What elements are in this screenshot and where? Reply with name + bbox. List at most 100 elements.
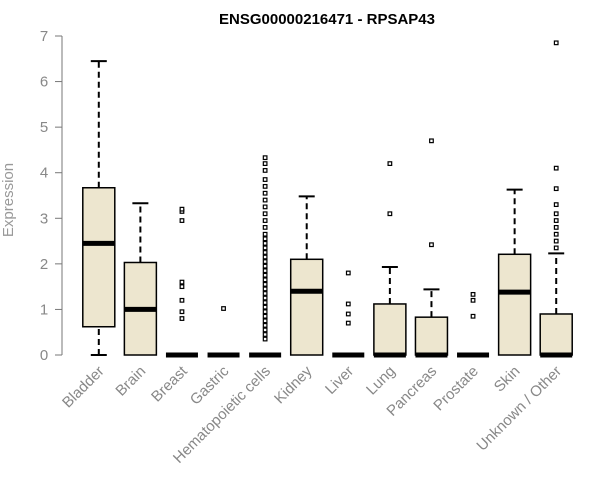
outlier-point <box>262 281 268 287</box>
outlier-point <box>262 155 268 161</box>
outlier-point <box>553 40 559 46</box>
box-iqr <box>373 303 407 356</box>
outlier-point <box>262 295 268 301</box>
outlier-point <box>553 165 559 171</box>
outlier-point <box>262 231 268 237</box>
outlier-point <box>262 277 268 283</box>
outlier-point <box>262 300 268 305</box>
box-iqr <box>289 258 324 356</box>
x-tick-label: Brain <box>112 363 149 400</box>
outlier-point <box>262 250 268 255</box>
outlier-point <box>262 313 268 319</box>
x-tick-label: Liver <box>322 363 357 398</box>
outlier-point <box>262 318 268 324</box>
y-tick-label: 0 <box>40 347 48 364</box>
y-tick-label: 7 <box>40 28 48 45</box>
outlier-point <box>345 301 351 307</box>
outlier-point <box>262 211 268 217</box>
outlier-point <box>262 183 268 189</box>
outlier-point <box>553 245 559 251</box>
box-unknown-other <box>539 40 573 358</box>
outlier-point <box>179 309 185 315</box>
x-tick-label: Skin <box>491 363 524 396</box>
outlier-point <box>262 245 268 251</box>
x-tick-label: Breast <box>148 362 191 405</box>
box-brain <box>123 202 158 356</box>
outlier-point <box>262 304 268 310</box>
box-lung <box>373 161 407 358</box>
y-axis-label: Expression <box>0 163 17 237</box>
box-prostate <box>457 291 490 358</box>
outlier-point <box>262 225 268 230</box>
outlier-point <box>470 297 476 303</box>
outlier-point <box>553 211 559 217</box>
box-iqr <box>539 313 573 356</box>
outlier-point <box>262 291 268 296</box>
outlier-point <box>262 272 268 278</box>
outlier-point <box>387 161 393 167</box>
y-tick-label: 1 <box>40 301 48 318</box>
box-pancreas <box>414 138 449 358</box>
box-iqr <box>82 187 116 328</box>
outlier-point <box>262 268 268 274</box>
y-tick-label: 4 <box>40 165 48 182</box>
box-hematopoietic-cells <box>249 155 282 358</box>
outlier-point <box>262 336 268 342</box>
box-gastric <box>207 306 240 358</box>
outlier-point <box>470 313 476 319</box>
outlier-point <box>553 231 559 237</box>
outlier-point <box>262 309 268 315</box>
outlier-point <box>553 238 559 244</box>
outlier-point <box>179 297 185 303</box>
chart-title: ENSG00000216471 - RPSAP43 <box>219 11 435 28</box>
outlier-point <box>262 332 268 337</box>
outlier-point <box>262 327 268 333</box>
outlier-point <box>262 240 268 246</box>
outlier-point <box>262 236 268 242</box>
outlier-point <box>221 306 226 311</box>
outlier-point <box>262 197 268 203</box>
box-kidney <box>289 195 324 356</box>
outlier-point <box>262 161 268 167</box>
outlier-point <box>262 259 268 264</box>
outlier-point <box>179 316 185 321</box>
y-tick-label: 2 <box>40 256 48 273</box>
outlier-point <box>553 218 559 223</box>
outlier-point <box>179 284 185 290</box>
box-iqr <box>414 316 449 356</box>
outlier-point <box>470 291 476 297</box>
outlier-point <box>387 211 393 217</box>
boxes-group <box>82 40 573 358</box>
outlier-point <box>262 218 268 223</box>
outlier-point <box>553 186 559 192</box>
box-liver <box>332 270 365 358</box>
outlier-point <box>179 206 185 212</box>
y-tick-label: 6 <box>40 74 48 91</box>
y-tick-label: 5 <box>40 119 48 136</box>
outlier-point <box>345 270 351 276</box>
outlier-point <box>429 242 434 248</box>
outlier-point <box>553 202 559 208</box>
box-skin <box>497 188 532 356</box>
outlier-point <box>179 218 185 223</box>
outlier-point <box>262 286 268 292</box>
y-axis: 0 1 2 3 4 5 6 7 <box>40 28 63 364</box>
box-breast <box>165 206 198 358</box>
outlier-point <box>345 320 351 326</box>
x-tick-label: Bladder <box>59 363 108 412</box>
outlier-point <box>262 177 268 182</box>
outlier-point <box>262 263 268 269</box>
outlier-point <box>262 190 268 196</box>
outlier-point <box>345 311 351 317</box>
box-iqr <box>497 253 532 356</box>
box-bladder <box>82 60 116 356</box>
outlier-point <box>262 254 268 260</box>
x-tick-label: Prostate <box>430 363 482 415</box>
outlier-point <box>262 168 268 173</box>
outlier-point <box>429 138 434 144</box>
outlier-point <box>179 279 185 285</box>
outlier-point <box>262 204 268 210</box>
x-tick-label: Kidney <box>271 362 316 407</box>
